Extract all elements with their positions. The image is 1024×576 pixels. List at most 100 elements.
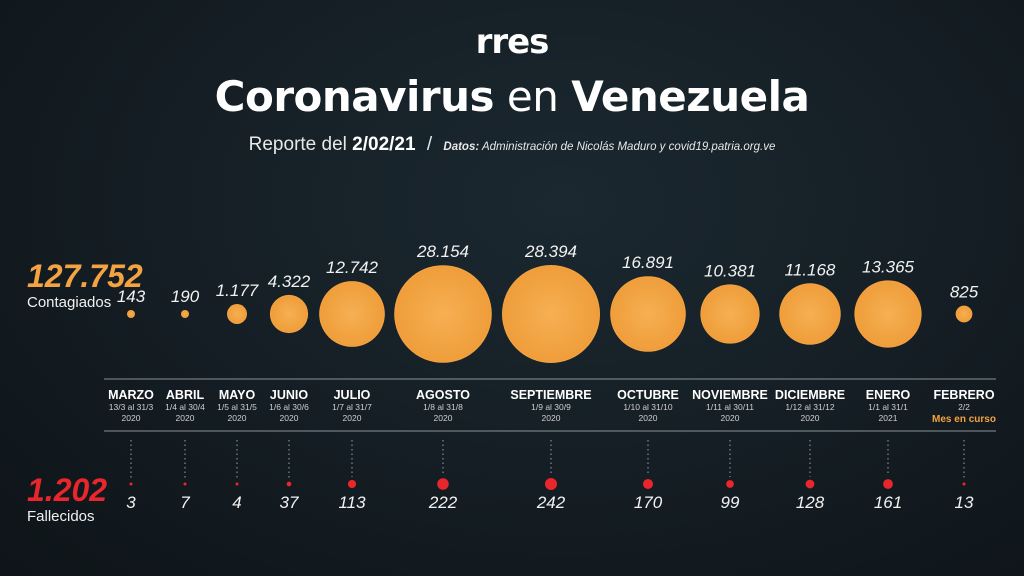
date-range-label: 1/4 al 30/4 bbox=[165, 402, 205, 412]
case-value-label: 4.322 bbox=[268, 272, 311, 291]
death-dot bbox=[347, 479, 357, 489]
date-range-label: 1/10 al 31/10 bbox=[623, 402, 672, 412]
source-label: Datos: bbox=[443, 141, 480, 153]
case-bubble-shade bbox=[320, 282, 384, 346]
total-fallecidos-value: 1.202 bbox=[27, 472, 108, 508]
death-dot bbox=[805, 479, 815, 489]
year-label: 2020 bbox=[721, 413, 740, 423]
death-value-label: 113 bbox=[338, 493, 366, 512]
case-bubble-shade bbox=[128, 311, 134, 317]
case-value-label: 12.742 bbox=[326, 258, 379, 277]
case-value-label: 190 bbox=[171, 287, 200, 306]
month-label: NOVIEMBRE bbox=[692, 388, 768, 402]
month-label: JUNIO bbox=[270, 388, 308, 402]
death-dot bbox=[235, 482, 239, 486]
month-label: DICIEMBRE bbox=[775, 388, 845, 402]
death-value-label: 161 bbox=[874, 493, 902, 512]
total-fallecidos-label: Fallecidos bbox=[27, 508, 95, 525]
death-dot bbox=[129, 482, 133, 486]
year-label: 2020 bbox=[542, 413, 561, 423]
case-value-label: 143 bbox=[117, 287, 146, 306]
year-label: 2020 bbox=[122, 413, 141, 423]
case-bubble-shade bbox=[181, 310, 189, 318]
date-range-label: 1/6 al 30/6 bbox=[269, 402, 309, 412]
date-range-label: 1/12 al 31/12 bbox=[785, 402, 834, 412]
case-bubble-shade bbox=[956, 306, 972, 322]
year-label: 2020 bbox=[801, 413, 820, 423]
death-value-label: 128 bbox=[796, 493, 825, 512]
date-range-label: 1/1 al 31/1 bbox=[868, 402, 908, 412]
death-value-label: 37 bbox=[280, 493, 299, 512]
year-label: 2020 bbox=[228, 413, 247, 423]
date-range-label: 1/11 al 30/11 bbox=[706, 402, 754, 412]
year-label: 2020 bbox=[280, 413, 299, 423]
death-dot bbox=[642, 478, 654, 490]
case-bubble-shade bbox=[855, 281, 921, 347]
case-value-label: 13.365 bbox=[862, 257, 915, 276]
year-label: 2020 bbox=[343, 413, 362, 423]
death-dot bbox=[183, 482, 187, 486]
death-dot bbox=[726, 480, 734, 488]
case-bubble-shade bbox=[780, 284, 840, 344]
date-range-label: 1/5 al 31/5 bbox=[217, 402, 257, 412]
case-bubble-shade bbox=[228, 305, 246, 323]
year-label: 2020 bbox=[639, 413, 658, 423]
death-value-label: 13 bbox=[955, 493, 974, 512]
source-note: Datos: Administración de Nicolás Maduro … bbox=[443, 141, 775, 153]
month-label: MARZO bbox=[108, 388, 154, 402]
title-part-3: Venezuela bbox=[571, 72, 810, 121]
death-value-label: 170 bbox=[634, 493, 663, 512]
month-label: ABRIL bbox=[166, 388, 205, 402]
case-value-label: 28.154 bbox=[416, 242, 469, 261]
month-label: SEPTIEMBRE bbox=[510, 388, 591, 402]
title-part-1: Coronavirus bbox=[214, 72, 495, 121]
case-value-label: 10.381 bbox=[704, 261, 756, 280]
case-value-label: 1.177 bbox=[216, 281, 259, 300]
death-dot bbox=[545, 478, 557, 490]
case-value-label: 28.394 bbox=[524, 242, 577, 261]
case-value-label: 11.168 bbox=[785, 260, 836, 279]
date-range-label: 2/2 bbox=[958, 402, 970, 412]
report-label: Reporte del bbox=[248, 134, 347, 155]
total-contagiados-value: 127.752 bbox=[27, 258, 143, 294]
death-value-label: 99 bbox=[721, 493, 740, 512]
source-text: Administración de Nicolás Maduro y covid… bbox=[481, 141, 776, 153]
death-dot bbox=[437, 478, 449, 490]
death-value-label: 3 bbox=[126, 493, 136, 512]
death-dot bbox=[962, 482, 966, 486]
death-value-label: 4 bbox=[232, 493, 241, 512]
total-contagiados-label: Contagiados bbox=[27, 294, 112, 311]
month-label: ENERO bbox=[866, 388, 911, 402]
death-value-label: 242 bbox=[536, 493, 566, 512]
date-range-label: 1/9 al 30/9 bbox=[531, 402, 571, 412]
report-date: 2/02/21 bbox=[352, 134, 416, 155]
month-label: FEBRERO bbox=[933, 388, 994, 402]
month-label: AGOSTO bbox=[416, 388, 470, 402]
death-dot bbox=[883, 479, 893, 489]
month-label: JULIO bbox=[334, 388, 371, 402]
year-label: 2020 bbox=[176, 413, 195, 423]
date-range-label: 1/7 al 31/7 bbox=[332, 402, 372, 412]
case-value-label: 16.891 bbox=[622, 253, 674, 272]
page-title: Coronavirus en Venezuela bbox=[0, 72, 1024, 121]
case-bubble-shade bbox=[701, 285, 759, 343]
rres-logo: rres bbox=[475, 22, 550, 62]
case-bubble-shade bbox=[611, 277, 685, 351]
month-label: MAYO bbox=[219, 388, 256, 402]
case-bubble-shade bbox=[503, 266, 599, 362]
death-value-label: 222 bbox=[428, 493, 458, 512]
death-dot bbox=[286, 481, 292, 487]
report-subtitle: Reporte del 2/02/21 / Datos: Administrac… bbox=[248, 134, 776, 155]
current-month-label: Mes en curso bbox=[932, 414, 996, 425]
month-label: OCTUBRE bbox=[617, 388, 679, 402]
year-label: 2021 bbox=[879, 413, 898, 423]
case-bubble-shade bbox=[270, 295, 308, 333]
case-bubble-shade bbox=[395, 266, 491, 362]
title-part-2: en bbox=[506, 72, 559, 121]
date-range-label: 13/3 al 31/3 bbox=[109, 402, 154, 412]
death-value-label: 7 bbox=[180, 493, 190, 512]
year-label: 2020 bbox=[434, 413, 453, 423]
case-value-label: 825 bbox=[950, 283, 979, 302]
date-range-label: 1/8 al 31/8 bbox=[423, 402, 463, 412]
